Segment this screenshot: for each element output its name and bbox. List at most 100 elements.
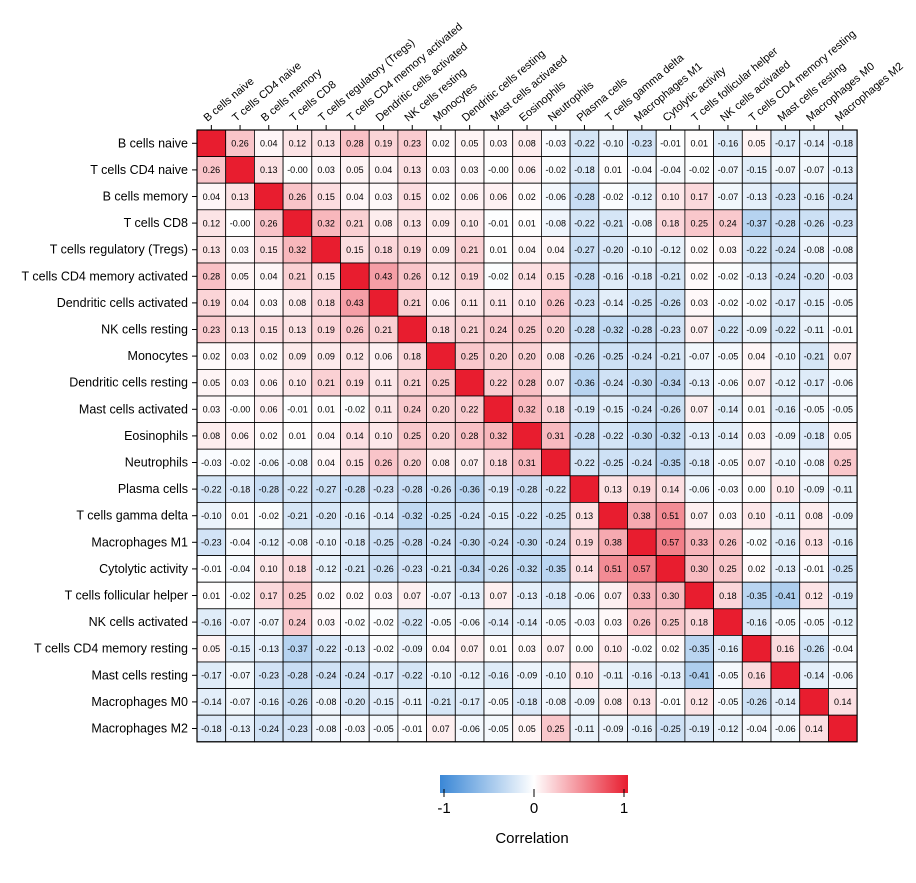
cell-value-r10-c22: -0.05 — [832, 405, 853, 415]
heatmap-cell-r12-c1 — [225, 448, 255, 477]
heatmap-cell-r16-c0 — [196, 555, 227, 583]
heatmap-cell-r16-c20 — [770, 555, 801, 583]
cell-value-r19-c3: -0.37 — [287, 644, 308, 654]
cell-value-r5-c22: -0.03 — [832, 272, 853, 282]
cell-value-r4-c6: 0.18 — [375, 245, 393, 255]
cell-value-r9-c17: -0.13 — [689, 378, 710, 388]
cell-value-r5-c12: 0.15 — [547, 272, 565, 282]
cell-value-r15-c14: 0.38 — [604, 538, 622, 548]
heatmap-cell-r14-c13 — [569, 501, 600, 530]
cell-value-r17-c19: -0.35 — [746, 591, 767, 601]
cell-value-r7-c17: 0.07 — [690, 325, 708, 335]
cell-value-r19-c16: 0.02 — [662, 644, 680, 654]
cell-value-r8-c11: 0.20 — [518, 351, 536, 361]
heatmap-cell-r7-c20 — [770, 315, 801, 344]
heatmap-cell-r9-c18 — [713, 368, 743, 397]
cell-value-r18-c17: 0.18 — [690, 617, 708, 627]
heatmap-cell-r1-c21 — [799, 156, 829, 184]
heatmap-cell-r18-c5 — [340, 608, 370, 636]
heatmap-cell-r20-c0 — [196, 661, 227, 690]
cell-value-r1-c9: 0.03 — [461, 165, 479, 175]
heatmap-cell-r14-c22 — [828, 501, 858, 530]
cell-value-r3-c6: 0.08 — [375, 218, 393, 228]
cell-value-r2-c13: -0.28 — [574, 192, 595, 202]
heatmap-cell-r9-c13 — [569, 368, 600, 397]
cell-value-r1-c6: 0.04 — [375, 165, 393, 175]
cell-value-r21-c16: -0.01 — [660, 697, 681, 707]
heatmap-cell-r20-c5 — [340, 661, 370, 690]
heatmap-cell-r3-c2 — [253, 209, 284, 237]
cell-value-r12-c7: 0.20 — [403, 458, 421, 468]
cell-value-r22-c7: -0.01 — [402, 724, 423, 734]
heatmap-cell-r15-c1 — [225, 528, 255, 557]
heatmap-cell-r13-c3 — [282, 475, 313, 503]
cell-value-r22-c5: -0.03 — [345, 724, 366, 734]
cell-value-r12-c8: 0.08 — [432, 458, 450, 468]
heatmap-cell-r18-c18 — [713, 608, 743, 636]
heatmap-cell-r10-c6 — [368, 395, 399, 424]
heatmap-cell-r17-c19 — [741, 581, 772, 610]
heatmap-cell-r0-c15 — [627, 129, 657, 158]
cell-value-r5-c8: 0.12 — [432, 272, 450, 282]
cell-value-r8-c9: 0.25 — [461, 351, 479, 361]
cell-value-r3-c14: -0.21 — [603, 218, 624, 228]
heatmap-cell-r6-c17 — [684, 289, 715, 317]
cell-value-r19-c8: 0.04 — [432, 644, 450, 654]
cell-value-r12-c4: 0.04 — [317, 458, 335, 468]
cell-value-r18-c22: -0.12 — [832, 617, 853, 627]
heatmap-cell-r22-c17 — [684, 714, 715, 743]
cell-value-r8-c17: -0.07 — [689, 351, 710, 361]
heatmap-cell-r11-c6 — [368, 422, 399, 450]
heatmap-cell-r17-c15 — [627, 581, 657, 610]
cell-value-r13-c8: -0.26 — [431, 484, 452, 494]
heatmap-cell-r3-c6 — [368, 209, 399, 237]
cell-value-r7-c13: -0.28 — [574, 325, 595, 335]
cell-value-r22-c6: -0.05 — [373, 724, 394, 734]
cell-value-r1-c20: -0.07 — [775, 165, 796, 175]
heatmap-cell-r13-c8 — [426, 475, 456, 503]
heatmap-cell-r13-c10 — [483, 475, 514, 503]
cell-value-r12-c2: -0.06 — [258, 458, 279, 468]
cell-value-r0-c1: 0.26 — [231, 139, 249, 149]
heatmap-cell-r12-c12 — [541, 448, 571, 477]
heatmap-cell-r9-c11 — [512, 368, 542, 397]
cell-value-r10-c19: 0.01 — [748, 405, 766, 415]
heatmap-cell-r5-c15 — [627, 262, 657, 291]
cell-value-r21-c18: -0.05 — [718, 697, 739, 707]
heatmap-cell-r10-c18 — [713, 395, 743, 424]
cell-value-r9-c13: -0.36 — [574, 378, 595, 388]
heatmap-cell-r4-c17 — [684, 235, 715, 264]
cell-value-r14-c17: 0.07 — [690, 511, 708, 521]
cell-value-r1-c11: 0.06 — [518, 165, 536, 175]
cell-value-r19-c14: 0.10 — [604, 644, 622, 654]
cell-value-r10-c5: -0.02 — [345, 405, 366, 415]
heatmap-cell-r5-c13 — [569, 262, 600, 291]
cell-value-r14-c7: -0.32 — [402, 511, 423, 521]
heatmap-cell-r12-c20 — [770, 448, 801, 477]
heatmap-cell-r6-c10 — [483, 289, 514, 317]
heatmap-cell-r7-c17 — [684, 315, 715, 344]
cell-value-r21-c5: -0.20 — [345, 697, 366, 707]
cell-value-r16-c10: -0.26 — [488, 564, 509, 574]
cell-value-r15-c11: -0.30 — [517, 538, 538, 548]
cell-value-r22-c19: -0.04 — [746, 724, 767, 734]
heatmap-cell-r2-c1 — [225, 182, 255, 211]
heatmap-cell-r0-c1 — [225, 129, 255, 158]
cell-value-r1-c18: -0.07 — [718, 165, 739, 175]
cell-value-r20-c0: -0.17 — [201, 671, 222, 681]
row-label: Dendritic cells activated — [57, 296, 188, 310]
heatmap-cell-r21-c20 — [770, 688, 801, 716]
cell-value-r17-c8: -0.07 — [431, 591, 452, 601]
heatmap-cell-r17-c4 — [311, 581, 341, 610]
cell-value-r3-c22: -0.23 — [832, 218, 853, 228]
heatmap-cell-r11-c7 — [397, 422, 427, 450]
cell-value-r21-c19: -0.26 — [746, 697, 767, 707]
cell-value-r14-c8: -0.25 — [431, 511, 452, 521]
heatmap-cell-r8-c17 — [684, 342, 715, 370]
cell-value-r2-c8: 0.02 — [432, 192, 450, 202]
cell-value-r10-c20: -0.16 — [775, 405, 796, 415]
heatmap-cell-r0-c17 — [684, 129, 715, 158]
heatmap-cell-r15-c16 — [655, 528, 686, 557]
heatmap-cell-r16-c6 — [368, 555, 399, 583]
cell-value-r18-c1: -0.07 — [230, 617, 251, 627]
